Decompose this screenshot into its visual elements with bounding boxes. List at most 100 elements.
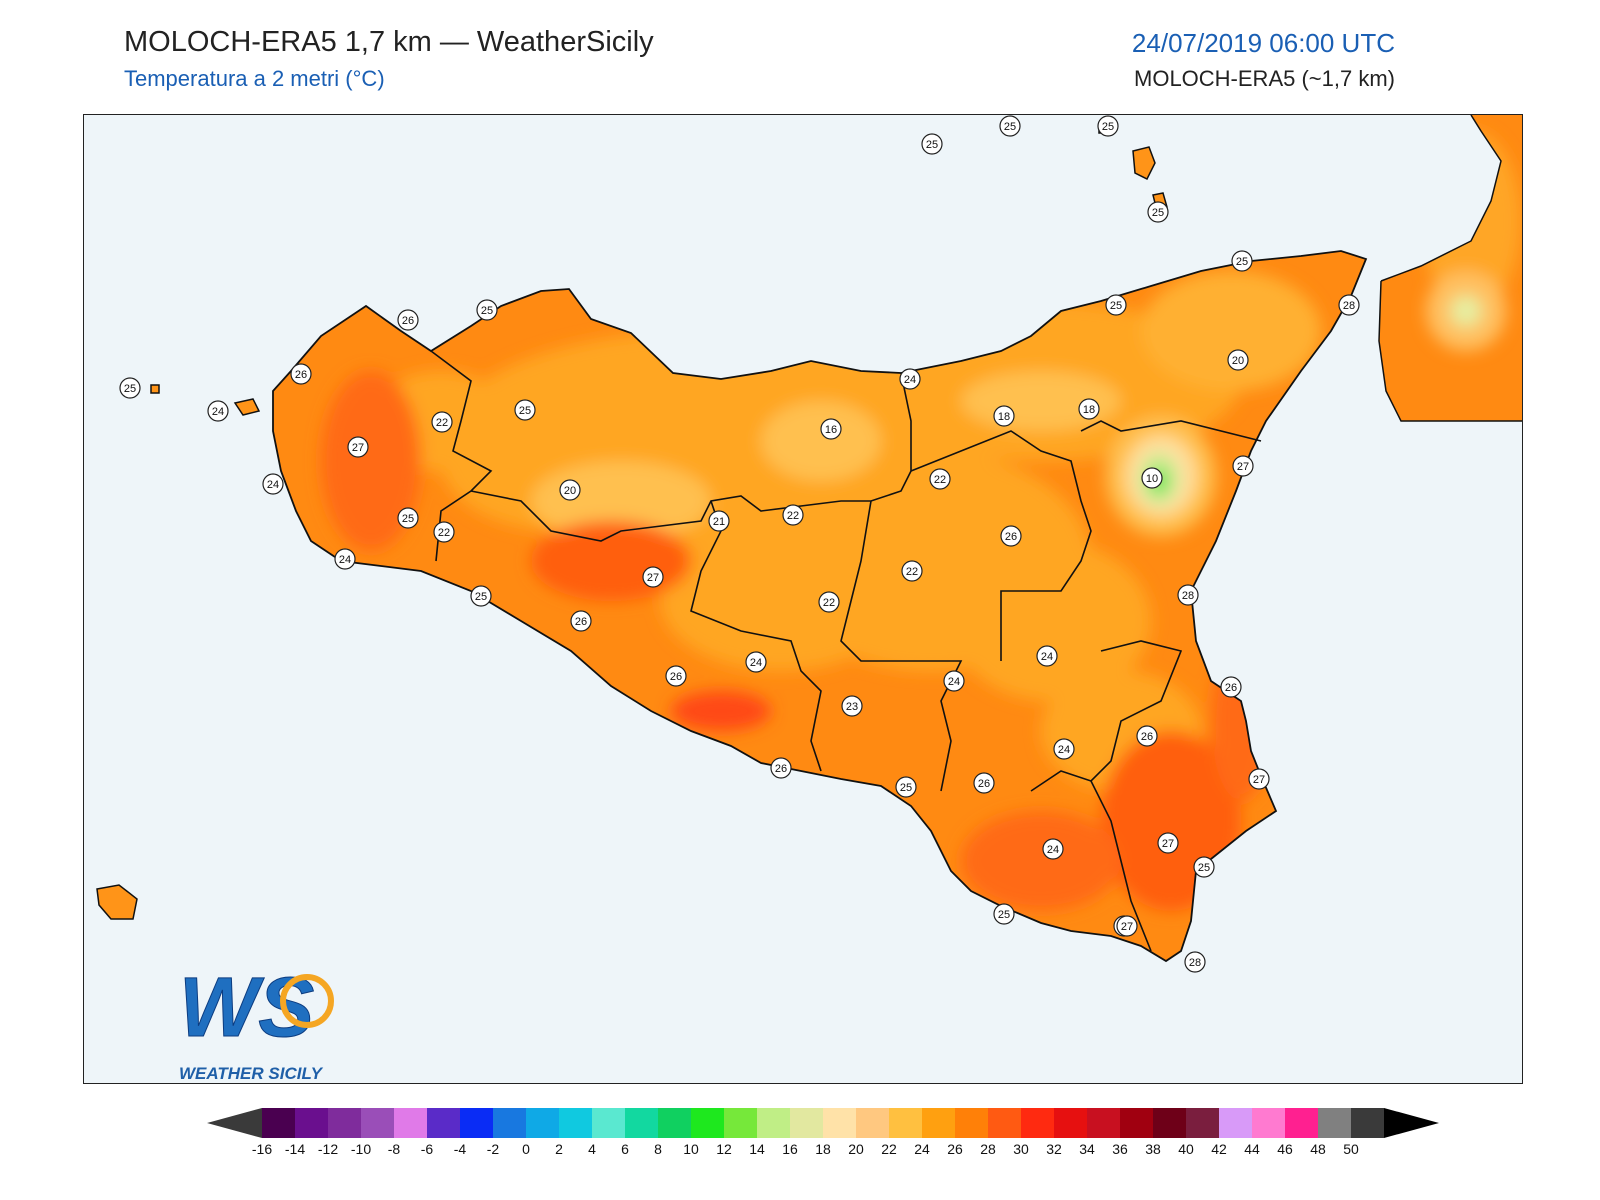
station-marker[interactable]: 22 — [431, 411, 453, 433]
station-circle — [1184, 951, 1206, 973]
station-marker[interactable]: 23 — [841, 695, 863, 717]
colorbar-bin — [658, 1108, 691, 1138]
station-circle — [1231, 250, 1253, 272]
station-value: 24 — [948, 676, 960, 688]
station-marker[interactable]: 20 — [559, 479, 581, 501]
station-marker[interactable]: 22 — [433, 521, 455, 543]
station-circle — [119, 377, 141, 399]
station-marker[interactable]: 20 — [1227, 349, 1249, 371]
station-marker[interactable]: 27 — [1248, 768, 1270, 790]
station-value: 27 — [647, 572, 659, 584]
station-circle — [1157, 832, 1179, 854]
temperature-map[interactable]: 25 25 25 25 25 28 20 18 18 27 10 24 25 26 28 27 25 26 22 27… — [83, 114, 1523, 1084]
station-marker[interactable]: 22 — [782, 504, 804, 526]
station-marker[interactable]: 24 — [262, 473, 284, 495]
station-marker[interactable]: 28 — [1177, 584, 1199, 606]
colorbar-bin — [361, 1108, 394, 1138]
station-circle — [642, 566, 664, 588]
station-marker[interactable]: 26 — [397, 309, 419, 331]
station-marker[interactable]: 18 — [993, 405, 1015, 427]
station-marker[interactable]: 27 — [1116, 915, 1138, 937]
station-circle — [433, 521, 455, 543]
station-marker[interactable]: 25 — [514, 399, 536, 421]
station-marker[interactable]: 25 — [1097, 115, 1119, 137]
station-circle — [899, 368, 921, 390]
colorbar-bin — [823, 1108, 856, 1138]
station-marker[interactable]: 26 — [290, 363, 312, 385]
colorbar-tick-label: -16 — [252, 1141, 272, 1157]
colorbar-tick-label: 10 — [683, 1141, 699, 1157]
temperature-colorbar: -16 -14 -12 -10 -8 -6 -4 -2 0 2 4 6 8 10 12 14 16 18 20 22 2… — [207, 1108, 1439, 1157]
station-marker[interactable]: 25 — [921, 133, 943, 155]
station-marker[interactable]: 25 — [993, 903, 1015, 925]
station-circle — [820, 418, 842, 440]
station-marker[interactable]: 25 — [1231, 250, 1253, 272]
station-marker[interactable]: 24 — [899, 368, 921, 390]
station-marker[interactable]: 25 — [1193, 856, 1215, 878]
station-marker[interactable]: 18 — [1078, 398, 1100, 420]
station-marker[interactable]: 22 — [929, 468, 951, 490]
colorbar-bin — [625, 1108, 658, 1138]
station-value: 26 — [1005, 531, 1017, 543]
station-value: 22 — [906, 566, 918, 578]
station-marker[interactable]: 21 — [708, 510, 730, 532]
station-marker[interactable]: 25 — [895, 776, 917, 798]
colorbar-tick-label: 4 — [588, 1141, 596, 1157]
colorbar-bin — [922, 1108, 955, 1138]
station-circle — [570, 610, 592, 632]
colorbar-bin — [460, 1108, 493, 1138]
station-marker[interactable]: 25 — [397, 507, 419, 529]
station-marker[interactable]: 24 — [207, 400, 229, 422]
station-value: 25 — [1110, 300, 1122, 312]
station-circle — [1220, 676, 1242, 698]
station-marker[interactable]: 24 — [1042, 838, 1064, 860]
station-marker[interactable]: 25 — [999, 115, 1021, 137]
colorbar-tick-label: 12 — [716, 1141, 732, 1157]
station-marker[interactable]: 16 — [820, 418, 842, 440]
station-circle — [476, 299, 498, 321]
station-value: 22 — [436, 417, 448, 429]
station-value: 25 — [402, 513, 414, 525]
colorbar-tick-label: 30 — [1013, 1141, 1029, 1157]
station-marker[interactable]: 26 — [1136, 725, 1158, 747]
station-circle — [929, 468, 951, 490]
station-marker[interactable]: 26 — [770, 757, 792, 779]
colorbar-tick-label: 6 — [621, 1141, 629, 1157]
station-marker[interactable]: 24 — [334, 548, 356, 570]
station-marker[interactable]: 25 — [470, 585, 492, 607]
colorbar-tick-label: 34 — [1079, 1141, 1095, 1157]
station-value: 10 — [1146, 473, 1158, 485]
station-marker[interactable]: 24 — [943, 670, 965, 692]
station-marker[interactable]: 25 — [1147, 201, 1169, 223]
station-circle — [1248, 768, 1270, 790]
station-marker[interactable]: 25 — [1105, 294, 1127, 316]
station-circle — [993, 405, 1015, 427]
station-marker[interactable]: 24 — [1053, 738, 1075, 760]
station-marker[interactable]: 24 — [745, 651, 767, 673]
station-marker[interactable]: 26 — [570, 610, 592, 632]
station-marker[interactable]: 27 — [347, 436, 369, 458]
station-marker[interactable]: 25 — [119, 377, 141, 399]
station-marker[interactable]: 26 — [973, 772, 995, 794]
station-marker[interactable]: 26 — [665, 665, 687, 687]
station-marker[interactable]: 10 — [1141, 467, 1163, 489]
station-value: 24 — [267, 479, 279, 491]
station-marker[interactable]: 22 — [818, 591, 840, 613]
station-marker[interactable]: 27 — [1232, 455, 1254, 477]
valid-datetime: 24/07/2019 06:00 UTC — [1131, 28, 1395, 58]
station-marker[interactable]: 26 — [1220, 676, 1242, 698]
colorbar-tick-label: 46 — [1277, 1141, 1293, 1157]
station-marker[interactable]: 27 — [1157, 832, 1179, 854]
station-marker[interactable]: 24 — [1036, 645, 1058, 667]
station-value: 22 — [934, 474, 946, 486]
station-marker[interactable]: 25 — [476, 299, 498, 321]
station-marker[interactable]: 28 — [1338, 294, 1360, 316]
station-value: 26 — [575, 616, 587, 628]
station-circle — [334, 548, 356, 570]
station-marker[interactable]: 28 — [1184, 951, 1206, 973]
station-marker[interactable]: 26 — [1000, 525, 1022, 547]
logo-sun-icon — [280, 974, 334, 1028]
colorbar-bin — [790, 1108, 823, 1138]
station-marker[interactable]: 27 — [642, 566, 664, 588]
station-marker[interactable]: 22 — [901, 560, 923, 582]
